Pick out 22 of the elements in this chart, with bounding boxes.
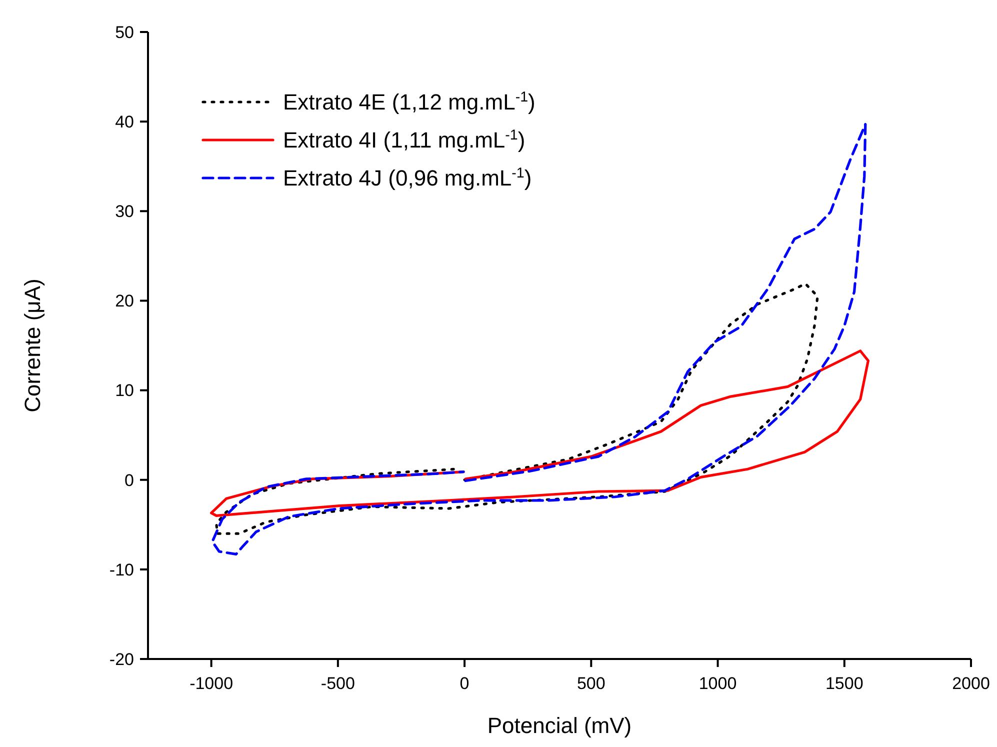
y-tick-label: -20 [109, 650, 134, 669]
x-tick-label: 1000 [698, 674, 737, 693]
y-tick-label: 10 [115, 381, 134, 400]
x-tick-label: 2000 [952, 674, 990, 693]
x-tick-label: 0 [460, 674, 470, 693]
y-tick-label: 40 [115, 112, 134, 132]
y-tick-label: 0 [124, 470, 134, 490]
x-axis-title: Potencial (mV) [487, 713, 632, 738]
x-tick-label: -1000 [190, 674, 234, 693]
line-series [215, 282, 819, 535]
y-tick-label: -10 [109, 560, 134, 580]
x-tick-label: -500 [320, 674, 355, 693]
legend-label: Extrato 4J (0,96 mg.mL$^{-1}$) [283, 166, 532, 191]
y-axis-title: Corrente (μA) [20, 278, 45, 412]
y-tick-label: 20 [115, 292, 134, 311]
x-tick-label: 1500 [825, 674, 864, 693]
line-series [211, 122, 867, 556]
x-tick-label: 500 [576, 674, 606, 693]
legend-label: Extrato 4E (1,12 mg.mL$^{-1}$) [283, 90, 536, 115]
y-tick-label: 30 [115, 202, 134, 222]
legend-label: Extrato 4I (1,11 mg.mL$^{-1}$) [283, 128, 526, 153]
y-tick-label: 50 [115, 22, 134, 42]
